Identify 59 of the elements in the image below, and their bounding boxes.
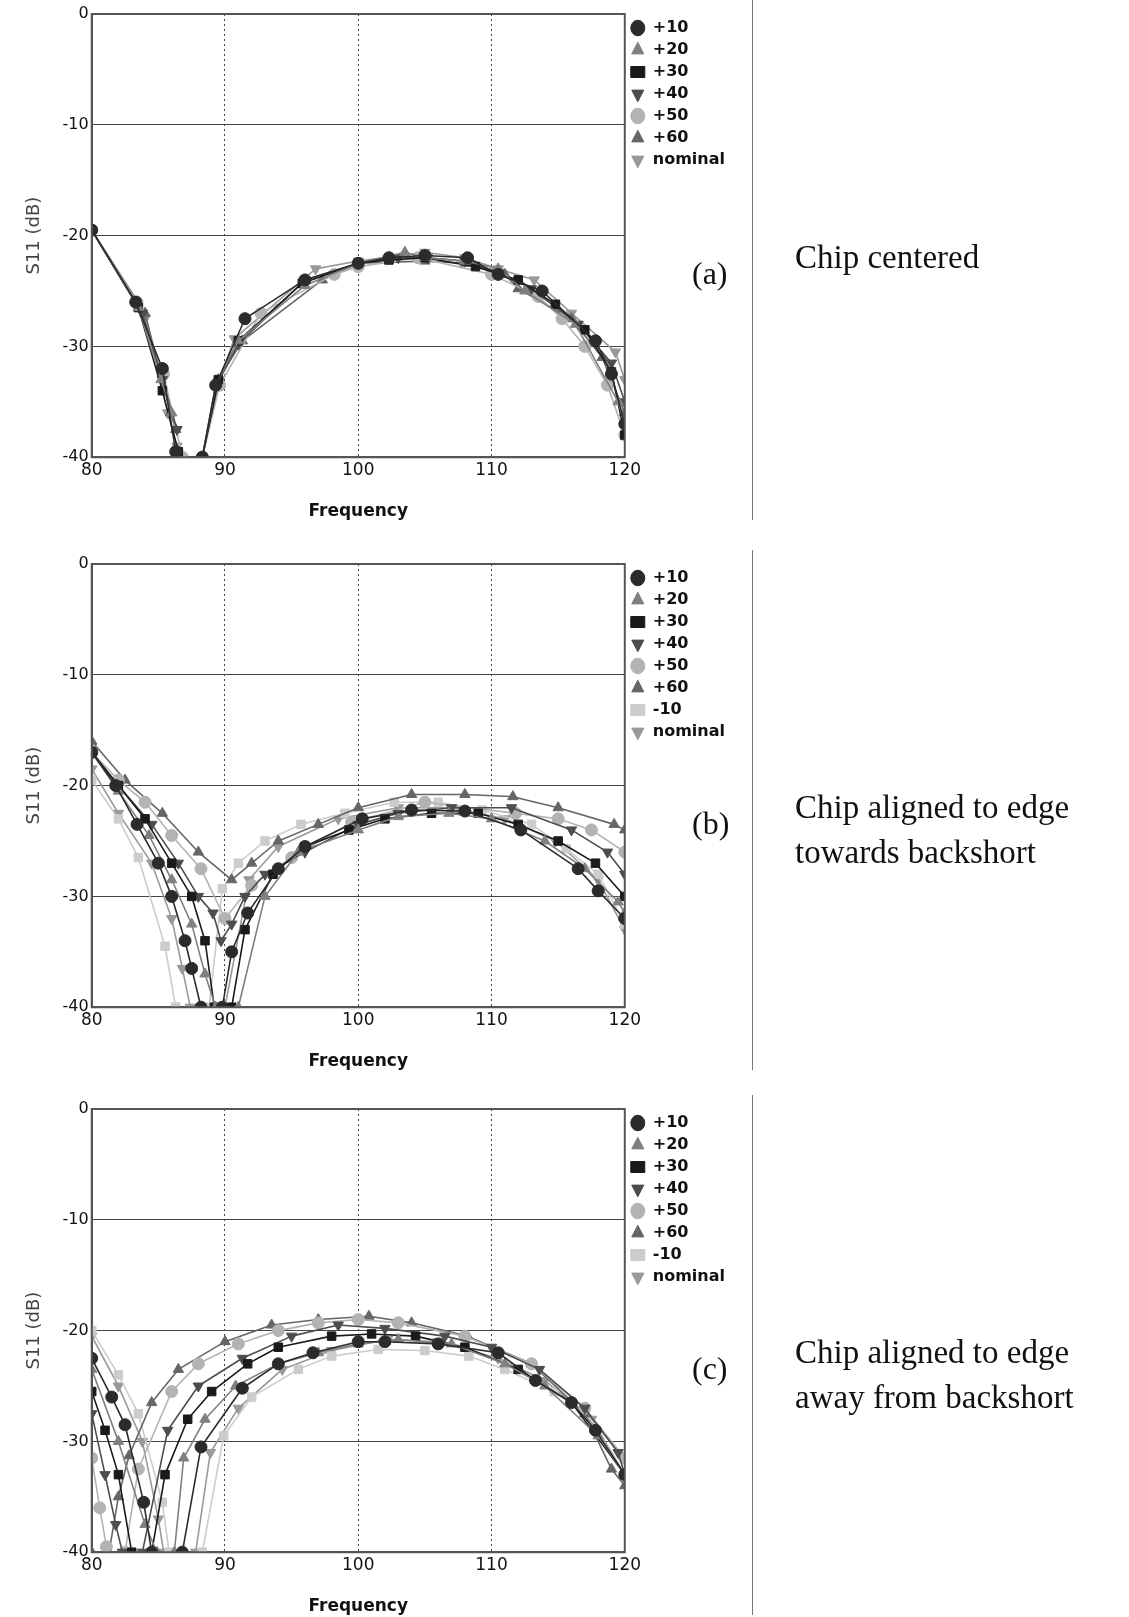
legend-label: nominal: [652, 721, 726, 741]
x-axis-title: Frequency: [308, 500, 409, 521]
y-tick-label: -30: [62, 1430, 89, 1450]
y-tick-label: -30: [62, 885, 89, 905]
x-tick-label: 90: [214, 458, 236, 479]
x-tick-label: 120: [608, 1553, 642, 1574]
legend-label: +10: [652, 1112, 689, 1132]
y-tick-label: 0: [78, 1098, 89, 1118]
text: (b): [692, 805, 730, 842]
legend-label: +30: [652, 611, 689, 631]
legend-label: -10: [652, 699, 682, 719]
legend-label: +50: [652, 1200, 689, 1220]
y-tick-label: 0: [78, 553, 89, 573]
text: Chip aligned to edge towards backshort: [794, 788, 1071, 872]
legend-label: +30: [652, 1156, 689, 1176]
legend-label: +50: [652, 105, 689, 125]
y-tick-label: -10: [62, 113, 89, 133]
x-tick-label: 110: [475, 458, 508, 479]
y-axis-title: S11 (dB): [22, 196, 44, 275]
legend-label: +10: [652, 567, 689, 587]
x-tick-label: 100: [342, 458, 375, 479]
y-axis-title: S11 (dB): [22, 746, 44, 825]
text: Chip centered: [794, 238, 981, 277]
x-axis-title: Frequency: [308, 1595, 409, 1616]
legend-label: +20: [652, 39, 689, 59]
legend-label: +40: [652, 633, 689, 653]
x-tick-label: 100: [342, 1553, 375, 1574]
x-tick-label: 120: [608, 458, 642, 479]
x-tick-label: 100: [342, 1008, 375, 1029]
legend-label: +40: [652, 1178, 689, 1198]
legend-label: +40: [652, 83, 689, 103]
legend-label: +60: [652, 677, 689, 697]
y-axis-title: S11 (dB): [22, 1291, 44, 1370]
text: (c): [692, 1350, 728, 1387]
legend-label: +30: [652, 61, 689, 81]
x-tick-label: 90: [214, 1553, 236, 1574]
text: (a): [692, 255, 728, 292]
x-tick-label: 90: [214, 1008, 236, 1029]
legend-label: +60: [652, 1222, 689, 1242]
legend-label: +20: [652, 1134, 689, 1154]
y-tick-label: -20: [62, 1319, 89, 1339]
legend-label: +20: [652, 589, 689, 609]
legend-label: nominal: [652, 149, 726, 169]
legend-label: nominal: [652, 1266, 726, 1286]
y-tick-label: -20: [62, 224, 89, 244]
y-tick-label: -10: [62, 1208, 89, 1228]
y-tick-label: -30: [62, 335, 89, 355]
legend-label: +50: [652, 655, 689, 675]
x-tick-label: 110: [475, 1008, 508, 1029]
x-axis-title: Frequency: [308, 1050, 409, 1071]
y-tick-label: -10: [62, 663, 89, 683]
text: Chip aligned to edge away from backshort: [794, 1333, 1075, 1417]
legend-label: +10: [652, 17, 689, 37]
x-tick-label: 110: [475, 1553, 508, 1574]
legend-label: +60: [652, 127, 689, 147]
y-tick-label: -20: [62, 774, 89, 794]
y-tick-label: 0: [78, 3, 89, 23]
x-tick-label: 120: [608, 1008, 642, 1029]
legend-label: -10: [652, 1244, 682, 1264]
